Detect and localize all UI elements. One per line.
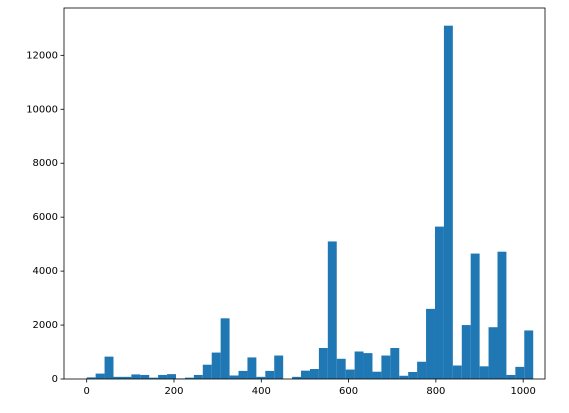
y-tick-label: 10000 [26, 104, 58, 115]
bar [256, 376, 266, 379]
bar [488, 327, 498, 379]
x-tick-label: 800 [426, 386, 445, 397]
bar [381, 355, 391, 379]
bar [479, 366, 489, 379]
bar [497, 251, 507, 379]
bar [265, 370, 275, 379]
bar [363, 353, 373, 379]
x-tick-label: 600 [339, 386, 358, 397]
bar [506, 374, 516, 379]
bar [345, 369, 355, 379]
bar [167, 374, 177, 379]
bar [515, 366, 525, 379]
x-tick-label: 0 [84, 386, 90, 397]
bar [104, 356, 114, 379]
bar [247, 357, 257, 379]
y-tick-label: 2000 [33, 320, 58, 331]
bar [158, 374, 168, 379]
bar [122, 376, 132, 379]
x-tick-label: 1000 [510, 386, 535, 397]
bar [202, 364, 212, 379]
bar [86, 377, 96, 379]
bar [408, 371, 418, 379]
bar [399, 375, 409, 379]
bar [426, 308, 435, 379]
bar [524, 330, 534, 379]
x-tick-label: 400 [252, 386, 271, 397]
bar [229, 375, 239, 379]
plot-frame [63, 7, 546, 380]
bar [140, 374, 150, 379]
bar [354, 351, 364, 379]
y-tick-label: 6000 [33, 212, 58, 223]
bar [470, 253, 480, 379]
bar [372, 371, 382, 379]
bar [452, 365, 462, 379]
bar [131, 374, 141, 379]
bar [274, 355, 284, 379]
bar [220, 318, 230, 379]
bar [309, 369, 319, 379]
bar [318, 347, 328, 379]
bar [443, 25, 453, 380]
bar [149, 377, 159, 379]
y-tick-label: 0 [52, 374, 58, 385]
bar [113, 376, 123, 379]
bar [95, 373, 105, 379]
bar [184, 377, 194, 379]
bar [193, 374, 203, 379]
bar [292, 376, 302, 379]
y-tick-label: 4000 [33, 266, 58, 277]
bar [390, 347, 400, 379]
bar [327, 241, 337, 379]
y-tick-label: 8000 [33, 158, 58, 169]
x-tick-label: 200 [164, 386, 183, 397]
bar [301, 370, 310, 379]
bar [417, 361, 427, 379]
bar [434, 226, 444, 379]
bar [336, 358, 346, 379]
bar [461, 325, 471, 379]
bar [211, 352, 221, 379]
y-tick-label: 12000 [26, 50, 58, 61]
bar [238, 370, 248, 379]
